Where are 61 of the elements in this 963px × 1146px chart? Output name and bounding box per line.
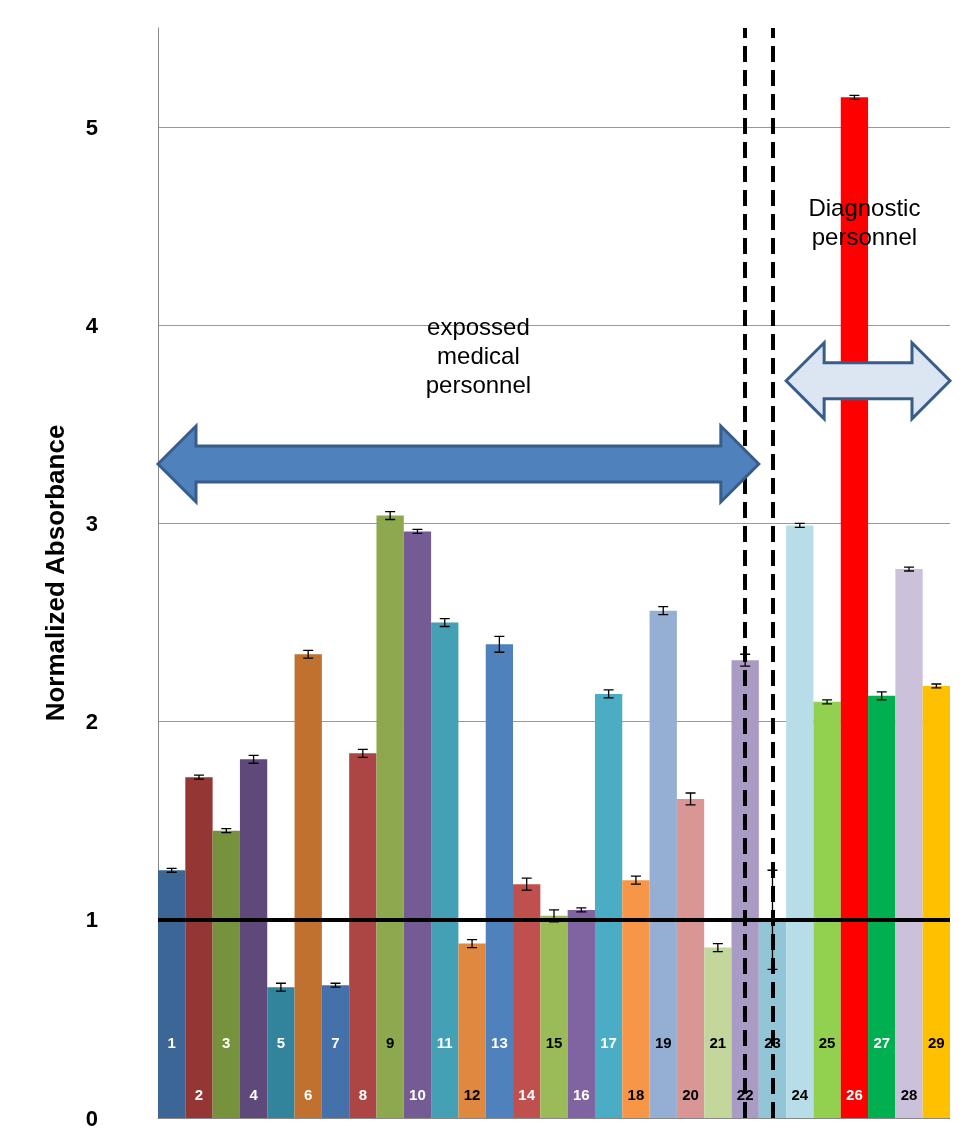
x-tick-label: 14 xyxy=(518,1086,536,1103)
x-tick-label: 10 xyxy=(409,1086,426,1103)
bar xyxy=(513,884,541,1118)
x-tick-label: 27 xyxy=(873,1034,891,1051)
x-tick-label: 5 xyxy=(276,1034,286,1051)
bar xyxy=(786,525,814,1118)
bar xyxy=(704,947,732,1118)
bar xyxy=(813,701,841,1118)
x-tick-label: 28 xyxy=(900,1086,918,1103)
bar xyxy=(649,610,677,1118)
x-tick-label: 8 xyxy=(358,1086,367,1103)
y-tick-label: 2 xyxy=(85,709,98,735)
x-tick-label: 6 xyxy=(304,1086,313,1103)
bar xyxy=(321,985,350,1118)
bar xyxy=(376,515,404,1118)
x-tick-label: 18 xyxy=(627,1086,645,1103)
x-tick-label: 24 xyxy=(791,1086,809,1103)
bar xyxy=(212,830,240,1118)
x-tick-label: 25 xyxy=(818,1034,836,1051)
x-tick-label: 2 xyxy=(194,1086,204,1103)
bar xyxy=(922,685,950,1118)
x-tick-label: 4 xyxy=(249,1086,259,1103)
x-tick-label: 12 xyxy=(463,1086,481,1103)
bar xyxy=(567,909,595,1118)
bar xyxy=(239,759,268,1118)
x-tick-label: 1 xyxy=(167,1034,176,1051)
bar xyxy=(458,943,486,1118)
bar xyxy=(349,753,377,1118)
bar xyxy=(294,654,322,1118)
bar xyxy=(622,880,650,1118)
bar xyxy=(431,622,459,1118)
annotation: expossed medical personnel xyxy=(425,313,532,399)
x-tick-label: 9 xyxy=(385,1034,395,1051)
bar xyxy=(868,695,896,1118)
x-tick-label: 29 xyxy=(928,1034,945,1051)
x-tick-label: 21 xyxy=(709,1034,727,1051)
y-tick-label: 1 xyxy=(85,907,98,933)
x-tick-label: 19 xyxy=(654,1034,672,1051)
y-axis-title: Normalized Absorbance xyxy=(40,424,70,722)
x-tick-label: 16 xyxy=(572,1086,590,1103)
x-tick-label: 15 xyxy=(545,1034,563,1051)
x-tick-label: 3 xyxy=(222,1034,231,1051)
y-tick-label: 5 xyxy=(85,114,98,140)
bar xyxy=(403,531,432,1118)
x-tick-label: 17 xyxy=(600,1034,617,1051)
bar xyxy=(267,987,295,1118)
bar xyxy=(158,870,186,1118)
x-tick-label: 7 xyxy=(331,1034,340,1051)
bar xyxy=(485,644,514,1118)
x-tick-label: 26 xyxy=(846,1086,863,1103)
x-tick-label: 13 xyxy=(491,1034,508,1051)
y-tick-label: 0 xyxy=(85,1105,98,1131)
bar xyxy=(185,777,213,1118)
bar xyxy=(895,569,923,1118)
bar xyxy=(540,915,568,1118)
y-tick-label: 4 xyxy=(85,312,99,338)
bar xyxy=(594,693,623,1118)
x-tick-label: 11 xyxy=(436,1034,453,1051)
bar xyxy=(676,798,705,1118)
y-tick-label: 3 xyxy=(85,510,98,536)
x-tick-label: 20 xyxy=(682,1086,699,1103)
